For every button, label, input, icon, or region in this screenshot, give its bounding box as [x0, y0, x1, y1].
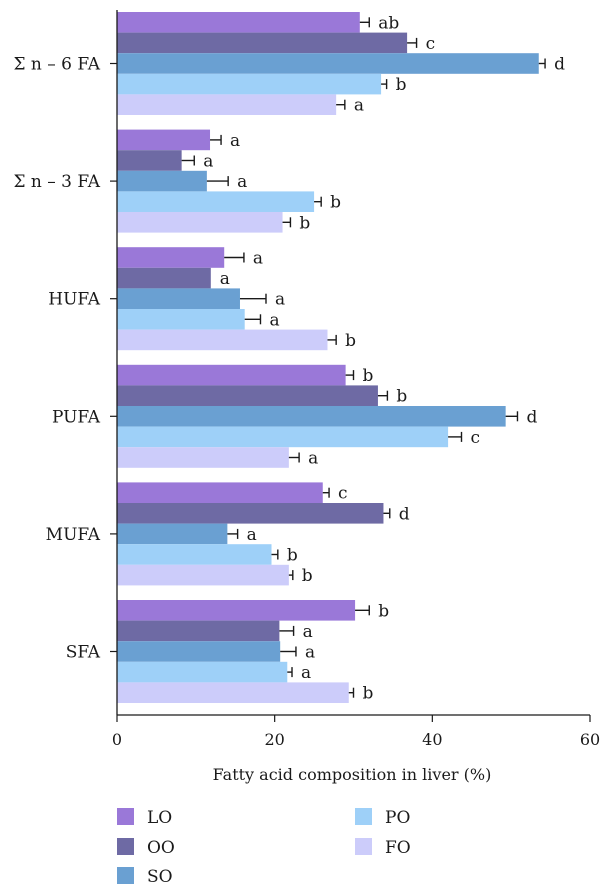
- bar: [117, 503, 384, 524]
- bar: [117, 641, 281, 662]
- category-label: MUFA: [46, 525, 101, 545]
- bar: [117, 447, 289, 468]
- bar: [117, 600, 356, 621]
- significance-label: a: [275, 290, 285, 310]
- category-label: Σ n – 3 FA: [14, 172, 101, 192]
- bar: [117, 73, 382, 95]
- significance-label: a: [230, 131, 240, 151]
- legend-swatch: [117, 867, 134, 884]
- legend-swatch: [355, 808, 372, 825]
- bar: [117, 385, 378, 406]
- category-label: SFA: [66, 643, 101, 663]
- bar: [117, 482, 323, 503]
- x-tick-label: 40: [422, 730, 442, 749]
- legend-label: FO: [385, 838, 411, 858]
- bar: [117, 53, 539, 74]
- significance-label: a: [303, 622, 313, 642]
- bar: [117, 212, 283, 233]
- x-tick-label: 60: [580, 730, 600, 749]
- legend: LO OO SO PO FO: [117, 808, 411, 887]
- x-tick-label: 0: [112, 730, 122, 749]
- bar: [117, 329, 328, 351]
- significance-label: b: [287, 546, 298, 566]
- bar: [117, 170, 207, 192]
- bar: [117, 32, 408, 54]
- x-tick-label: 20: [264, 730, 284, 749]
- significance-label: a: [237, 172, 247, 192]
- bar: [117, 150, 182, 171]
- significance-label: d: [526, 407, 537, 427]
- bar: [117, 247, 225, 268]
- significance-label: a: [253, 249, 263, 269]
- significance-label: a: [220, 269, 230, 289]
- legend-label: LO: [147, 808, 172, 828]
- bar: [117, 544, 272, 565]
- legend-swatch: [355, 838, 372, 855]
- bar: [117, 661, 288, 683]
- bar: [117, 288, 240, 309]
- significance-label: c: [338, 484, 348, 504]
- bar: [117, 406, 506, 427]
- significance-label: d: [399, 504, 410, 524]
- significance-label: b: [378, 601, 389, 621]
- bar: [117, 426, 449, 448]
- significance-label: d: [554, 55, 565, 75]
- legend-label: PO: [385, 808, 410, 828]
- significance-label: b: [302, 566, 313, 586]
- bar: [117, 682, 349, 703]
- significance-label: b: [396, 387, 407, 407]
- bar: [117, 564, 289, 586]
- legend-swatch: [117, 808, 134, 825]
- significance-label: b: [345, 331, 356, 351]
- category-label: Σ n – 6 FA: [14, 55, 101, 75]
- x-axis-title: Fatty acid composition in liver (%): [213, 765, 492, 784]
- significance-label: a: [247, 525, 257, 545]
- significance-label: b: [396, 75, 407, 95]
- significance-label: a: [308, 449, 318, 469]
- significance-label: c: [471, 428, 481, 448]
- category-label: PUFA: [52, 407, 101, 427]
- significance-label: a: [203, 152, 213, 172]
- bar: [117, 191, 315, 212]
- axes-layer: Σ n – 6 FA Σ n – 3 FA HUFA PUFA MUFA SFA 0 20 40…: [14, 10, 600, 749]
- bar: [117, 129, 211, 151]
- bar: [117, 267, 211, 289]
- legend-label: OO: [147, 838, 175, 858]
- significance-label: a: [305, 643, 315, 663]
- significance-label: a: [354, 96, 364, 116]
- legend-label: SO: [147, 867, 173, 887]
- significance-label: b: [299, 213, 310, 233]
- category-label: HUFA: [48, 290, 100, 310]
- significance-label: b: [363, 684, 374, 704]
- bar: [117, 94, 337, 115]
- significance-label: b: [330, 193, 341, 213]
- significance-label: a: [269, 310, 279, 330]
- legend-swatch: [117, 838, 134, 855]
- bar: [117, 364, 346, 386]
- bar: [117, 523, 228, 545]
- significance-label: c: [426, 34, 436, 54]
- bar: [117, 309, 245, 330]
- significance-label: a: [301, 663, 311, 683]
- significance-label: ab: [378, 13, 399, 33]
- bar: [117, 620, 280, 642]
- bar: [117, 12, 360, 33]
- significance-label: b: [363, 366, 374, 386]
